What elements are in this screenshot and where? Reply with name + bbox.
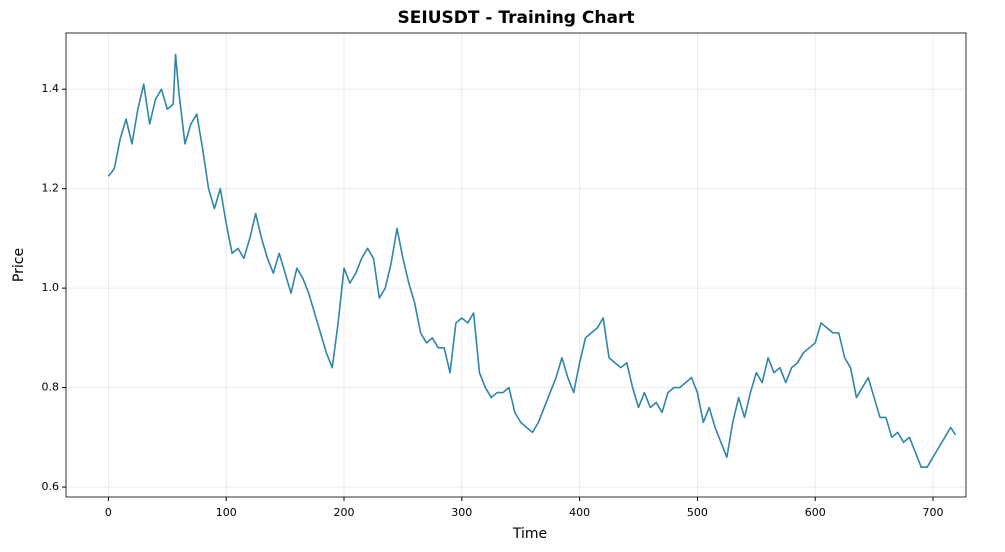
x-tick-label: 200: [334, 506, 355, 519]
y-tick-label: 1.2: [42, 182, 60, 195]
x-axis-label: Time: [512, 526, 547, 542]
y-tick-label: 0.6: [42, 480, 60, 493]
y-axis-label: Price: [11, 248, 27, 282]
x-tick-label: 0: [105, 506, 112, 519]
price-line: [107, 53, 957, 468]
x-tick-label: 400: [569, 506, 590, 519]
chart-title: SEIUSDT - Training Chart: [398, 8, 635, 28]
y-tick-label: 0.8: [42, 381, 60, 394]
y-tick-label: 1.4: [42, 82, 60, 95]
x-tick-label: 300: [451, 506, 472, 519]
x-tick-label: 100: [216, 506, 237, 519]
x-tick-label: 600: [805, 506, 826, 519]
x-tick-label: 700: [923, 506, 944, 519]
y-tick-label: 1.0: [42, 281, 60, 294]
x-tick-label: 500: [687, 506, 708, 519]
plot-frame: [65, 32, 967, 498]
